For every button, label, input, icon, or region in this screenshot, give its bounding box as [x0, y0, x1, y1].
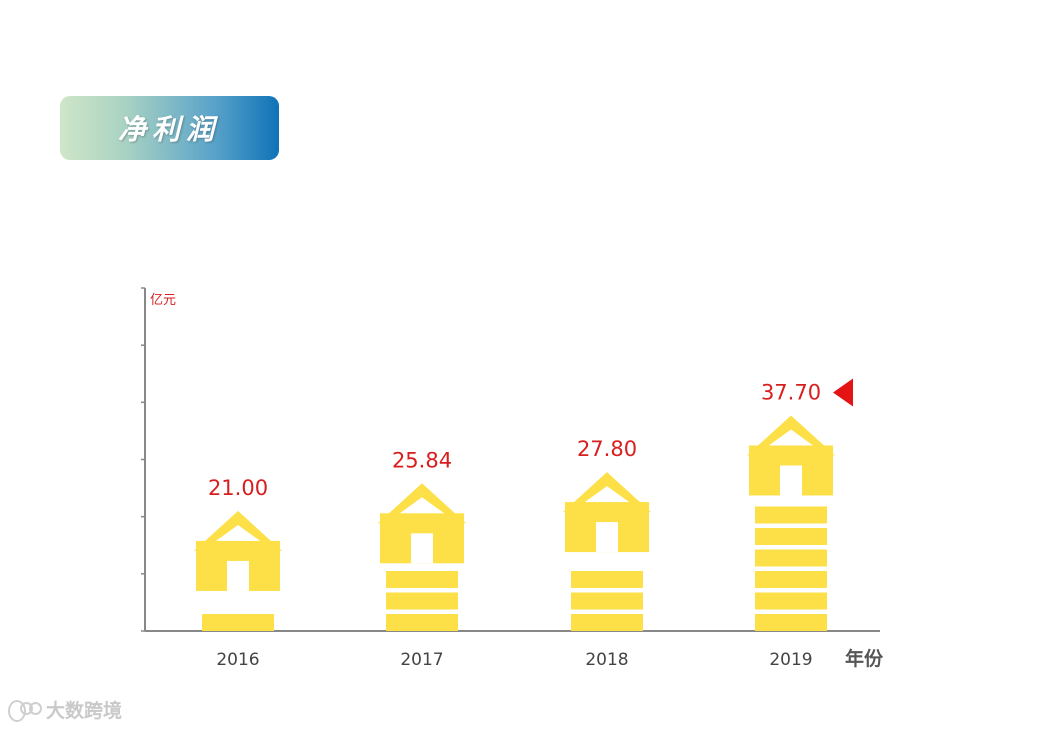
bar-stripe [386, 592, 458, 610]
y-axis-label: 亿元 [150, 293, 176, 308]
x-axis-label: 年份 [845, 647, 884, 670]
category-label: 2019 [769, 650, 812, 670]
bar-2019: 37.70 2019 [747, 378, 853, 670]
house-door [596, 522, 618, 553]
title-badge: 净利润 [60, 96, 279, 160]
house-roof [747, 415, 835, 456]
value-label: 37.70 [761, 380, 821, 404]
bar-2018: 27.80 2018 [563, 437, 651, 670]
bar-2017: 25.84 2017 [378, 448, 466, 670]
house-roof [194, 510, 282, 551]
category-label: 2018 [585, 650, 628, 670]
house-roof [378, 483, 466, 524]
value-label: 27.80 [577, 437, 637, 461]
chart-bars: 21.00 2016 25.84 2017 27.80 2018 37.70 2019 [194, 378, 853, 670]
bar-stripe [755, 614, 827, 631]
bar-stripe [571, 614, 643, 631]
category-label: 2016 [216, 650, 259, 670]
watermark-text: 大数跨境 [46, 700, 123, 722]
logo-icon [8, 698, 42, 722]
bar-stripe [386, 571, 458, 588]
bar-stripe [571, 592, 643, 610]
house-door [227, 560, 249, 591]
bar-stripe [755, 549, 827, 567]
bar-stripe [202, 614, 274, 631]
bar-stripe [755, 592, 827, 610]
bar-stripe [755, 506, 827, 524]
bar-stripe [755, 571, 827, 588]
watermark: 大数跨境 [8, 696, 122, 723]
value-label: 25.84 [392, 448, 452, 472]
bar-stripe [386, 614, 458, 631]
house-roof [563, 472, 651, 513]
bar-stripe [755, 528, 827, 545]
chart-title: 净利润 [118, 113, 221, 146]
bar-2016: 21.00 2016 [194, 476, 282, 670]
value-label: 21.00 [208, 476, 268, 500]
house-door [780, 465, 802, 496]
highlight-arrow-icon [833, 378, 853, 407]
bar-stripe [571, 571, 643, 588]
category-label: 2017 [400, 650, 443, 670]
house-door [411, 533, 433, 564]
